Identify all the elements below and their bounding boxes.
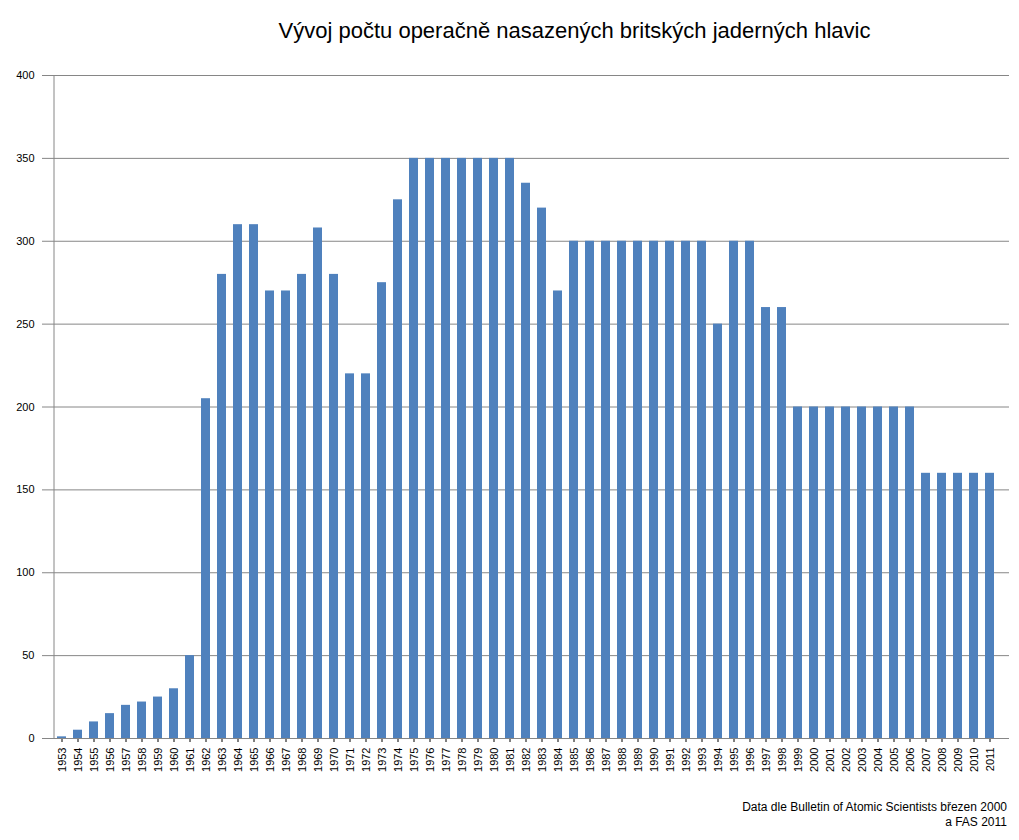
svg-text:0: 0	[28, 732, 34, 744]
svg-text:1971: 1971	[344, 748, 356, 772]
svg-text:1962: 1962	[200, 748, 212, 772]
svg-text:1983: 1983	[536, 748, 548, 772]
svg-text:1980: 1980	[488, 748, 500, 772]
html-text:Data dle Bulletin of Atomic Sc: Data dle Bulletin of Atomic Scientists b…	[742, 800, 1007, 814]
svg-text:1975: 1975	[408, 748, 420, 772]
svg-text:1972: 1972	[360, 748, 372, 772]
svg-text:2002: 2002	[840, 748, 852, 772]
svg-text:2000: 2000	[808, 748, 820, 772]
svg-text:1957: 1957	[120, 748, 132, 772]
html-text:Vývoj počtu operačně nasazenýc: Vývoj počtu operačně nasazených britskýc…	[278, 18, 871, 43]
svg-text:300: 300	[16, 235, 34, 247]
svg-text:1994: 1994	[712, 748, 724, 772]
svg-text:2009: 2009	[952, 748, 964, 772]
svg-text:200: 200	[16, 401, 34, 413]
svg-text:1998: 1998	[776, 748, 788, 772]
svg-text:1989: 1989	[632, 748, 644, 772]
svg-text:2006: 2006	[904, 748, 916, 772]
svg-text:1955: 1955	[88, 748, 100, 772]
svg-text:2010: 2010	[968, 748, 980, 772]
svg-text:2003: 2003	[856, 748, 868, 772]
svg-text:2007: 2007	[920, 748, 932, 772]
svg-text:1966: 1966	[264, 748, 276, 772]
svg-text:1954: 1954	[72, 748, 84, 772]
svg-text:250: 250	[16, 318, 34, 330]
svg-text:2008: 2008	[936, 748, 948, 772]
svg-text:1979: 1979	[472, 748, 484, 772]
svg-text:150: 150	[16, 483, 34, 495]
svg-text:350: 350	[16, 152, 34, 164]
svg-text:400: 400	[16, 69, 34, 81]
svg-text:1960: 1960	[168, 748, 180, 772]
svg-text:2004: 2004	[872, 748, 884, 772]
svg-text:1976: 1976	[424, 748, 436, 772]
svg-text:1981: 1981	[504, 748, 516, 772]
svg-text:2011: 2011	[984, 748, 996, 772]
svg-text:1963: 1963	[216, 748, 228, 772]
svg-text:1999: 1999	[792, 748, 804, 772]
svg-text:1987: 1987	[600, 748, 612, 772]
svg-text:1967: 1967	[280, 748, 292, 772]
svg-text:1990: 1990	[648, 748, 660, 772]
svg-text:1958: 1958	[136, 748, 148, 772]
svg-text:1995: 1995	[728, 748, 740, 772]
svg-text:1991: 1991	[664, 748, 676, 772]
svg-text:1988: 1988	[616, 748, 628, 772]
svg-text:1956: 1956	[104, 748, 116, 772]
svg-text:1997: 1997	[760, 748, 772, 772]
svg-text:1961: 1961	[184, 748, 196, 772]
svg-text:1982: 1982	[520, 748, 532, 772]
svg-text:1974: 1974	[392, 748, 404, 772]
svg-text:1996: 1996	[744, 748, 756, 772]
svg-text:1992: 1992	[680, 748, 692, 772]
html-text:a FAS 2011: a FAS 2011	[945, 815, 1007, 829]
svg-text:1953: 1953	[56, 748, 68, 772]
svg-text:1985: 1985	[568, 748, 580, 772]
svg-text:1986: 1986	[584, 748, 596, 772]
svg-text:1970: 1970	[328, 748, 340, 772]
svg-text:2005: 2005	[888, 748, 900, 772]
svg-text:50: 50	[22, 649, 34, 661]
svg-text:100: 100	[16, 566, 34, 578]
svg-text:1978: 1978	[456, 748, 468, 772]
svg-text:1984: 1984	[552, 748, 564, 772]
svg-text:2001: 2001	[824, 748, 836, 772]
svg-text:1968: 1968	[296, 748, 308, 772]
svg-text:1969: 1969	[312, 748, 324, 772]
svg-text:1959: 1959	[152, 748, 164, 772]
svg-text:1973: 1973	[376, 748, 388, 772]
svg-text:1993: 1993	[696, 748, 708, 772]
svg-text:1964: 1964	[232, 748, 244, 772]
svg-text:1977: 1977	[440, 748, 452, 772]
svg-text:1965: 1965	[248, 748, 260, 772]
